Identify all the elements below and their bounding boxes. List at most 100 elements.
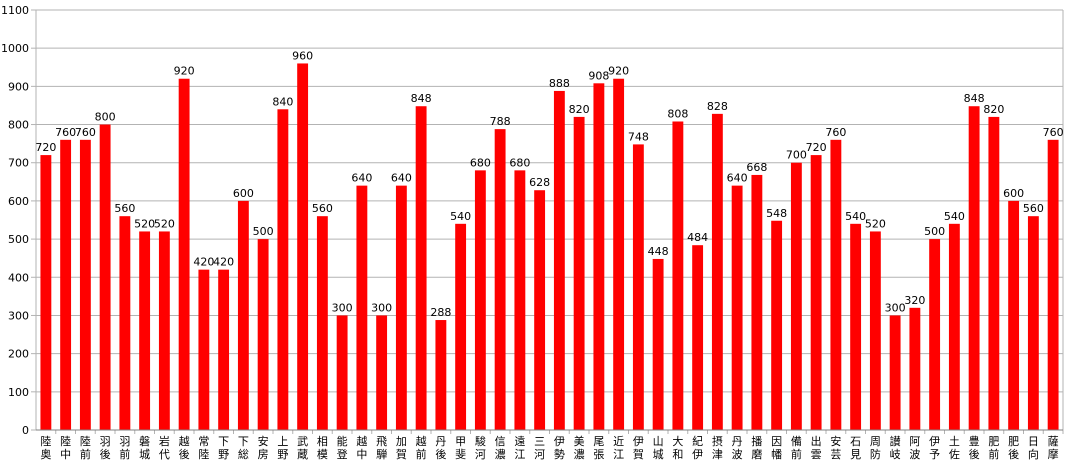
data-label: 560 (1023, 202, 1044, 215)
bar (316, 216, 328, 430)
bar (929, 239, 941, 430)
x-tick-label: 安房 (258, 434, 269, 461)
data-label: 640 (391, 172, 412, 185)
bar (869, 231, 881, 430)
data-label: 920 (174, 65, 195, 78)
x-tick-label: 播磨 (751, 434, 762, 461)
x-tick-label: 土佐 (949, 435, 960, 461)
data-label: 600 (233, 187, 254, 200)
data-label: 540 (450, 210, 471, 223)
x-tick-label: 伊予 (929, 435, 940, 461)
bar (395, 185, 407, 430)
data-label: 848 (411, 92, 432, 105)
bar (435, 320, 447, 430)
bar (771, 220, 783, 430)
x-tick-label: 越中 (356, 434, 367, 461)
data-label: 888 (549, 77, 570, 90)
bar (376, 315, 388, 430)
x-tick-label: 常陸 (198, 435, 209, 461)
data-label: 448 (648, 245, 669, 258)
data-label: 920 (608, 65, 629, 78)
data-label: 680 (470, 156, 491, 169)
data-label: 820 (983, 103, 1004, 116)
x-tick-label: 飛騨 (376, 435, 387, 461)
data-label: 828 (707, 100, 728, 113)
data-label: 300 (885, 301, 906, 314)
bar (198, 269, 210, 430)
bar (553, 90, 565, 430)
data-label: 840 (272, 95, 293, 108)
bar (711, 113, 723, 430)
bar (415, 106, 427, 430)
y-tick-label: 300 (8, 309, 29, 322)
x-tick-label: 越後 (179, 434, 190, 461)
bar (613, 78, 625, 431)
data-label: 748 (628, 130, 649, 143)
y-tick-label: 800 (8, 119, 29, 132)
x-tick-label: 大和 (672, 434, 683, 461)
data-label: 484 (687, 231, 708, 244)
bar (1008, 200, 1020, 430)
x-tick-label: 伊勢 (554, 435, 565, 461)
x-tick-label: 羽後 (100, 435, 111, 461)
bar (751, 174, 763, 430)
bars (40, 63, 1059, 431)
bar (909, 307, 921, 430)
data-label: 520 (134, 217, 155, 230)
y-tick-label: 900 (8, 80, 29, 93)
data-label: 420 (193, 256, 214, 269)
bar (455, 223, 467, 430)
data-label: 420 (213, 256, 234, 269)
y-tick-label: 1100 (1, 4, 29, 17)
bar (830, 139, 842, 430)
data-label: 520 (154, 217, 175, 230)
data-label: 520 (865, 217, 886, 230)
bar (40, 155, 52, 430)
data-label: 760 (1043, 126, 1064, 139)
bar (790, 162, 802, 430)
data-label: 760 (825, 126, 846, 139)
bar (139, 231, 151, 430)
x-tick-label: 阿波 (909, 435, 920, 461)
data-label: 680 (509, 156, 530, 169)
bar (593, 83, 605, 431)
bar (178, 78, 190, 431)
x-tick-label: 信濃 (495, 435, 506, 461)
bar (850, 223, 862, 430)
y-tick-label: 700 (8, 157, 29, 170)
data-label: 700 (786, 149, 807, 162)
x-tick-label: 豊後 (969, 435, 980, 461)
x-tick-label: 相模 (317, 435, 328, 461)
x-tick-label: 下総 (238, 435, 249, 461)
bar (474, 170, 486, 430)
data-label: 640 (727, 172, 748, 185)
data-label: 540 (845, 210, 866, 223)
data-label: 640 (351, 172, 372, 185)
x-tick-label: 因幡 (771, 435, 782, 461)
bar (79, 139, 91, 430)
data-label: 300 (332, 301, 353, 314)
x-tick-label: 安芸 (830, 434, 841, 461)
x-tick-label: 下野 (218, 435, 229, 461)
x-tick-label: 薩摩 (1048, 435, 1059, 461)
bar (297, 63, 309, 431)
x-tick-label: 上野 (277, 435, 288, 461)
data-label: 720 (806, 141, 827, 154)
x-tick-label: 加賀 (396, 435, 407, 461)
x-tick-label: 山城 (653, 435, 664, 461)
x-tick-label: 近江 (613, 435, 624, 461)
data-label: 288 (430, 306, 451, 319)
data-label: 808 (667, 107, 688, 120)
y-tick-label: 200 (8, 348, 29, 361)
data-label: 760 (55, 126, 76, 139)
y-tick-label: 100 (8, 386, 29, 399)
data-label: 540 (944, 210, 965, 223)
y-tick-label: 0 (22, 424, 29, 437)
data-label: 668 (746, 161, 767, 174)
data-label: 720 (35, 141, 56, 154)
bar (1047, 139, 1059, 430)
data-label: 300 (371, 301, 392, 314)
x-tick-label: 陸奥 (40, 435, 51, 461)
data-label: 320 (904, 294, 925, 307)
bar (218, 269, 230, 430)
